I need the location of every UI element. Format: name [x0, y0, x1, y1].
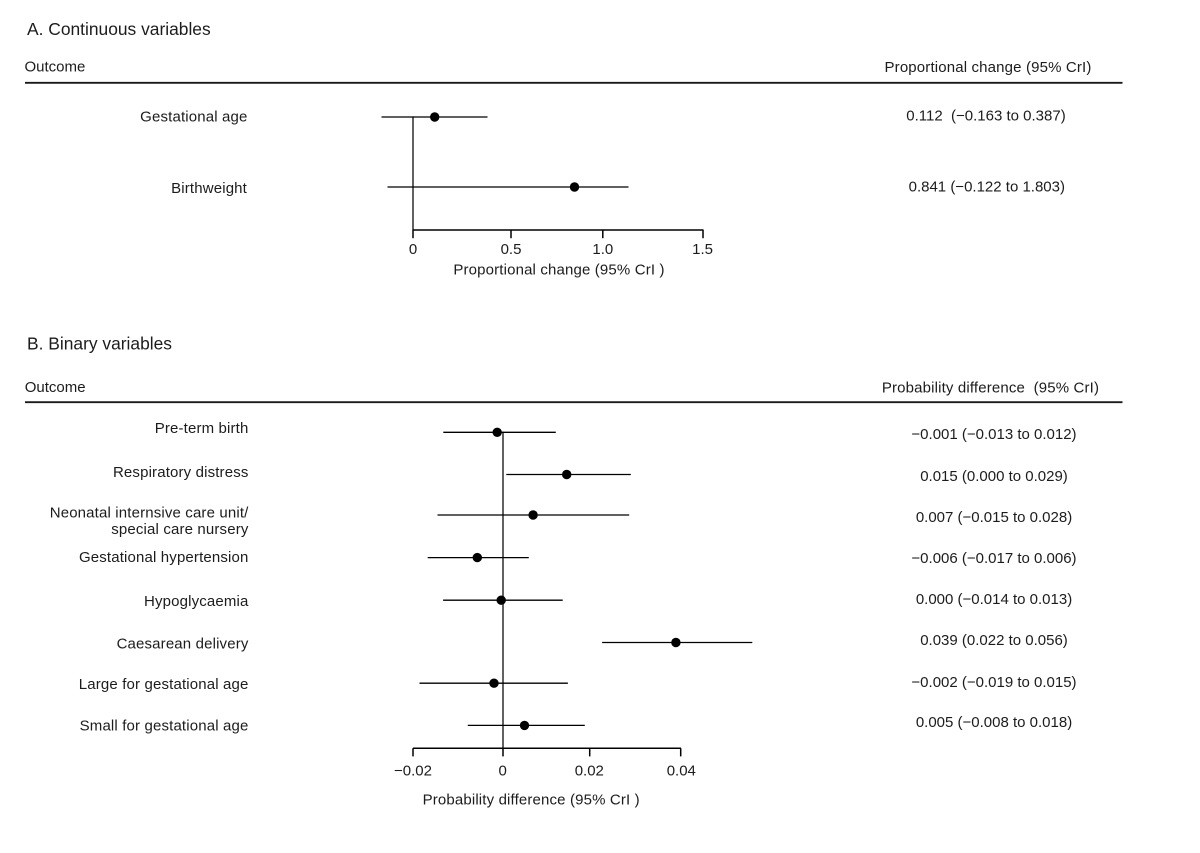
svg-text:B. Binary variables: B. Binary variables — [27, 334, 172, 354]
svg-text:Probability difference (95% Cr: Probability difference (95% CrI ) — [423, 791, 640, 808]
svg-text:0.007 (−0.015 to 0.028): 0.007 (−0.015 to 0.028) — [916, 509, 1072, 526]
svg-text:0.015 (0.000 to 0.029): 0.015 (0.000 to 0.029) — [920, 468, 1068, 485]
svg-text:special care nursery: special care nursery — [111, 521, 249, 538]
svg-text:Gestational age: Gestational age — [140, 109, 247, 126]
svg-text:Caesarean delivery: Caesarean delivery — [117, 635, 249, 652]
svg-text:Respiratory distress: Respiratory distress — [113, 464, 249, 481]
svg-text:Gestational hypertension: Gestational hypertension — [79, 549, 249, 566]
svg-text:Birthweight: Birthweight — [171, 180, 248, 197]
svg-text:Proportional change (95% CrI ): Proportional change (95% CrI ) — [453, 262, 664, 279]
svg-text:−0.006 (−0.017 to 0.006): −0.006 (−0.017 to 0.006) — [911, 550, 1076, 567]
svg-text:A. Continuous variables: A. Continuous variables — [27, 19, 211, 39]
svg-text:0.005 (−0.008 to 0.018): 0.005 (−0.008 to 0.018) — [916, 714, 1072, 731]
svg-text:Outcome: Outcome — [25, 379, 86, 396]
svg-text:−0.002 (−0.019 to 0.015): −0.002 (−0.019 to 0.015) — [911, 674, 1076, 691]
svg-text:Outcome: Outcome — [25, 59, 86, 76]
svg-text:0.04: 0.04 — [667, 763, 696, 780]
svg-text:Pre-term birth: Pre-term birth — [155, 420, 249, 437]
svg-text:0.039 (0.022 to 0.056): 0.039 (0.022 to 0.056) — [920, 632, 1068, 649]
svg-text:1.0: 1.0 — [592, 241, 613, 258]
svg-text:0: 0 — [409, 241, 417, 258]
svg-text:0.5: 0.5 — [501, 241, 522, 258]
svg-text:Neonatal internsive care unit/: Neonatal internsive care unit/ — [50, 505, 249, 522]
svg-text:Hypoglycaemia: Hypoglycaemia — [144, 593, 249, 610]
svg-text:0.02: 0.02 — [575, 763, 604, 780]
svg-text:0.112 (−0.163 to 0.387): 0.112 (−0.163 to 0.387) — [906, 108, 1065, 125]
svg-text:Probability difference (95% C: Probability difference (95% CrI) — [882, 380, 1099, 397]
svg-text:0.841 (−0.122 to 1.803): 0.841 (−0.122 to 1.803) — [909, 178, 1065, 195]
svg-text:Small for gestational age: Small for gestational age — [80, 717, 249, 734]
svg-text:1.5: 1.5 — [692, 241, 713, 258]
svg-text:0.000 (−0.014 to 0.013): 0.000 (−0.014 to 0.013) — [916, 591, 1072, 608]
svg-text:Proportional change (95% CrI): Proportional change (95% CrI) — [885, 59, 1092, 76]
svg-text:Large for gestational age: Large for gestational age — [79, 676, 249, 693]
svg-text:−0.02: −0.02 — [394, 763, 432, 780]
svg-text:−0.001 (−0.013 to 0.012): −0.001 (−0.013 to 0.012) — [911, 426, 1076, 443]
svg-text:0: 0 — [499, 763, 507, 780]
